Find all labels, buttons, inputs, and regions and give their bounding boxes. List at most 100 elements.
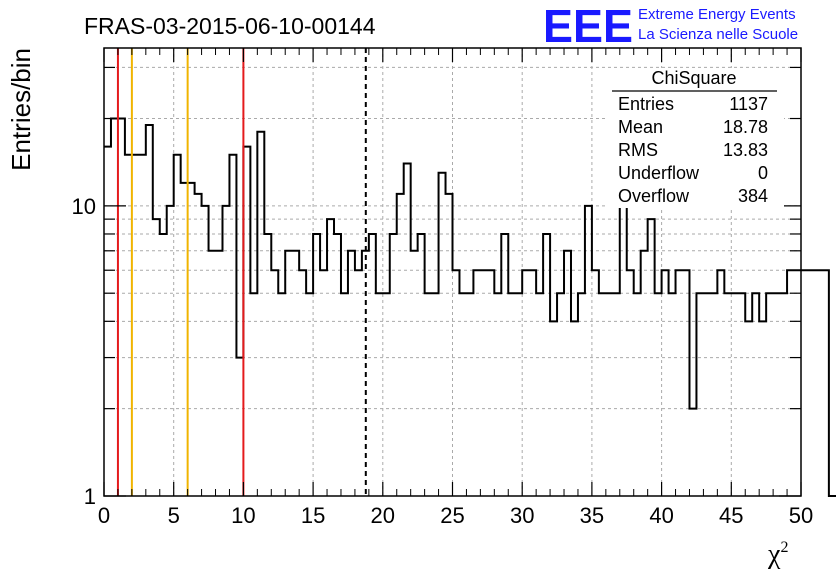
histogram-bin bbox=[473, 270, 480, 496]
histogram-bars bbox=[104, 117, 836, 497]
histogram-bin bbox=[648, 219, 655, 496]
stats-row-value: 13.83 bbox=[723, 140, 768, 160]
histogram-bin bbox=[501, 234, 508, 496]
reference-lines bbox=[116, 48, 367, 496]
histogram-bin bbox=[376, 293, 383, 496]
x-tick-label: 25 bbox=[440, 503, 464, 528]
histogram-bin bbox=[787, 270, 794, 496]
histogram-bin bbox=[683, 270, 690, 496]
histogram-bin bbox=[229, 155, 236, 496]
histogram-bin bbox=[264, 234, 271, 496]
histogram-bin bbox=[599, 293, 606, 496]
histogram-bin bbox=[752, 293, 759, 496]
histogram-bin bbox=[717, 270, 724, 496]
histogram-bin bbox=[620, 206, 627, 496]
histogram-bin bbox=[724, 293, 731, 496]
stats-row-value: 1137 bbox=[729, 94, 768, 114]
histogram-bin bbox=[439, 173, 446, 496]
x-tick-label: 35 bbox=[580, 503, 604, 528]
histogram-bin bbox=[494, 293, 501, 496]
stats-row-value: 384 bbox=[738, 186, 768, 206]
histogram-bin bbox=[271, 270, 278, 496]
stats-row-label: RMS bbox=[618, 140, 658, 160]
y-tick-label: 1 bbox=[84, 484, 96, 509]
y-axis-title: Entries/bin bbox=[6, 48, 36, 171]
histogram-bin bbox=[167, 206, 174, 496]
x-axis-title-symbol: χ bbox=[767, 539, 781, 570]
histogram-bin bbox=[278, 293, 285, 496]
histogram-bin bbox=[313, 234, 320, 496]
histogram-bin bbox=[369, 234, 376, 496]
histogram-bin bbox=[327, 219, 334, 496]
plot-frame bbox=[103, 47, 802, 497]
y-axis-label: Entries/bin bbox=[6, 48, 36, 171]
histogram-bin bbox=[627, 270, 634, 496]
histogram-bin bbox=[118, 119, 125, 496]
histogram-bin bbox=[822, 270, 829, 496]
histogram-bin bbox=[641, 251, 648, 496]
histogram-bin bbox=[181, 183, 188, 496]
histogram-bin bbox=[676, 270, 683, 496]
x-tick-label: 5 bbox=[168, 503, 180, 528]
histogram-bin bbox=[487, 270, 494, 496]
x-tick-label: 20 bbox=[371, 503, 395, 528]
histogram-bin bbox=[613, 293, 620, 496]
histogram-bin bbox=[411, 251, 418, 496]
x-tick-label: 45 bbox=[719, 503, 743, 528]
eee-logo: EEE Extreme Energy Events La Scienza nel… bbox=[543, 0, 798, 52]
histogram-bin bbox=[655, 293, 662, 496]
histogram-bin bbox=[669, 293, 676, 496]
histogram-bin bbox=[453, 270, 460, 496]
histogram-bin bbox=[320, 270, 327, 496]
histogram-bin bbox=[292, 251, 299, 496]
histogram-bin bbox=[202, 206, 209, 496]
histogram-bin bbox=[404, 163, 411, 496]
histogram-bin bbox=[738, 293, 745, 496]
histogram-bin bbox=[243, 147, 250, 496]
histogram-bin bbox=[195, 194, 202, 496]
x-tick-label: 15 bbox=[301, 503, 325, 528]
histogram-bin bbox=[571, 321, 578, 496]
histogram-bin bbox=[209, 251, 216, 496]
histogram-bin bbox=[153, 219, 160, 496]
histogram-bin bbox=[550, 321, 557, 496]
histogram-bin bbox=[222, 206, 229, 496]
stats-row-label: Overflow bbox=[618, 186, 690, 206]
stats-title: ChiSquare bbox=[651, 68, 736, 88]
histogram-bin bbox=[585, 206, 592, 496]
histogram-bin bbox=[383, 293, 390, 496]
histogram-bin bbox=[418, 234, 425, 496]
logo-mark: EEE bbox=[543, 0, 633, 52]
chart-title: FRAS-03-2015-06-10-00144 bbox=[84, 13, 376, 39]
x-tick-label: 40 bbox=[649, 503, 673, 528]
stats-row-label: Underflow bbox=[618, 163, 700, 183]
histogram-bin bbox=[132, 155, 139, 496]
histogram-bin bbox=[592, 270, 599, 496]
histogram-bin bbox=[341, 293, 348, 496]
histogram-bin bbox=[508, 293, 515, 496]
x-tick-label: 30 bbox=[510, 503, 534, 528]
histogram-bin bbox=[696, 293, 703, 496]
histogram-bin bbox=[306, 293, 313, 496]
histogram-bin bbox=[662, 270, 669, 496]
logo-line-1: Extreme Energy Events bbox=[638, 6, 796, 23]
histogram-bin bbox=[160, 234, 167, 496]
histogram-bin bbox=[466, 293, 473, 496]
histogram-bin bbox=[236, 358, 243, 496]
histogram-bin bbox=[780, 293, 787, 496]
histogram-bin bbox=[334, 234, 341, 496]
y-tick-label: 10 bbox=[72, 194, 96, 219]
histogram-bin bbox=[299, 270, 306, 496]
histogram-bin bbox=[459, 293, 466, 496]
stats-rows: Entries 1137 Mean 18.78 RMS 13.83 Underflow 0 Ov… bbox=[618, 94, 768, 206]
x-tick-label: 50 bbox=[789, 503, 813, 528]
histogram-bin bbox=[773, 293, 780, 496]
stats-box: ChiSquare Entries 1137 Mean 18.78 RMS 13.83 Un… bbox=[606, 68, 784, 208]
histogram-bin bbox=[432, 293, 439, 496]
logo-line-2: La Scienza nelle Scuole bbox=[638, 26, 798, 43]
x-tick-label: 10 bbox=[231, 503, 255, 528]
stats-row-value: 0 bbox=[758, 163, 768, 183]
histogram-bin bbox=[564, 251, 571, 496]
histogram-bin bbox=[111, 119, 118, 496]
